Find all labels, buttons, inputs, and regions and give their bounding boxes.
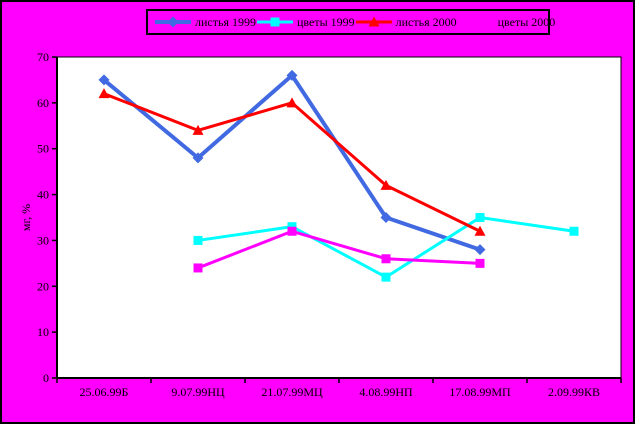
y-tick-label: 70 <box>37 50 49 64</box>
x-tick-label: 17.08.99МП <box>449 385 511 399</box>
square-marker-icon <box>287 226 297 236</box>
y-tick-label: 50 <box>37 142 49 156</box>
legend-entry-2: листья 2000 <box>355 16 457 28</box>
x-tick-label: 25.06.99Б <box>80 385 129 399</box>
diamond-marker-icon <box>474 244 486 256</box>
series-0 <box>98 69 486 256</box>
y-axis-title: мг, % <box>19 204 33 231</box>
square-marker-icon <box>569 226 579 236</box>
plot-background <box>56 56 622 379</box>
square-marker-icon <box>270 17 280 27</box>
square-marker-icon <box>381 272 391 282</box>
y-tick-label: 30 <box>37 233 49 247</box>
triangle-marker-icon <box>380 179 392 190</box>
legend-label: цветы 2000 <box>497 15 556 29</box>
triangle-marker-icon <box>98 88 110 99</box>
legend-label: листья 1999 <box>195 15 256 29</box>
square-marker-icon <box>471 17 481 27</box>
x-tick-label: 4.08.99НП <box>359 385 413 399</box>
triangle-marker-icon <box>192 124 204 135</box>
series-3 <box>193 226 485 273</box>
series-1 <box>193 213 579 282</box>
triangle-marker-icon <box>474 225 486 236</box>
square-marker-icon <box>475 258 485 268</box>
series-line <box>197 229 481 270</box>
y-tick-label: 10 <box>37 325 49 339</box>
legend-line-sample-icon <box>155 16 191 28</box>
diamond-marker-icon <box>192 152 204 164</box>
series-2 <box>98 88 486 236</box>
legend-line-sample-icon <box>256 17 293 27</box>
legend-line-sample-icon <box>457 17 494 27</box>
y-tick-label: 40 <box>37 188 49 202</box>
square-marker-icon <box>381 254 391 264</box>
legend: листья 1999 цветы 1999 листья 2000 цветы 20… <box>146 9 555 35</box>
triangle-marker-icon <box>368 16 380 27</box>
square-marker-icon <box>193 235 203 245</box>
diamond-marker-icon <box>167 16 179 28</box>
x-tick-label: 9.07.99НЦ <box>171 385 225 399</box>
y-tick-label: 60 <box>37 96 49 110</box>
legend-entry-3: цветы 2000 <box>457 15 556 29</box>
y-tick-label: 0 <box>43 371 49 385</box>
diamond-marker-icon <box>380 212 392 223</box>
x-tick-label: 2.09.99КВ <box>548 385 600 399</box>
legend-entry-1: цветы 1999 <box>256 16 355 28</box>
legend-label: листья 2000 <box>395 15 457 29</box>
diamond-marker-icon <box>286 69 298 81</box>
square-marker-icon <box>475 213 485 222</box>
triangle-marker-icon <box>286 97 298 108</box>
square-marker-icon <box>193 263 203 273</box>
legend-line-sample-icon <box>355 16 392 27</box>
legend-entry-0: листья 1999 <box>154 16 256 28</box>
legend-label: цветы 1999 <box>296 15 355 29</box>
square-marker-icon <box>287 222 297 232</box>
diamond-marker-icon <box>98 74 110 86</box>
x-tick-label: 21.07.99МЦ <box>261 385 323 399</box>
y-tick-label: 20 <box>37 279 49 293</box>
